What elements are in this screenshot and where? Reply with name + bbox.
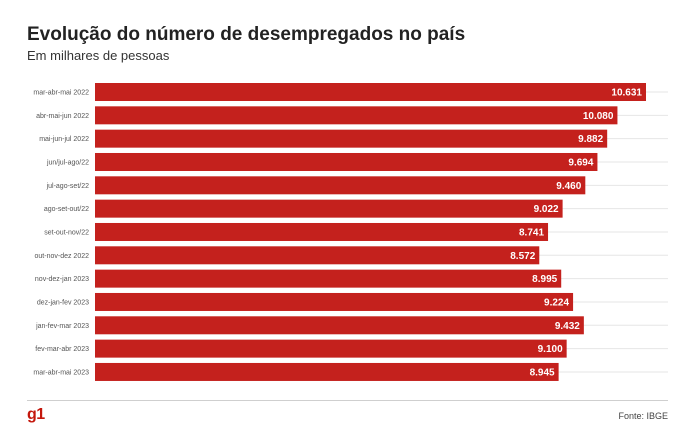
value-label: 9.460	[556, 181, 581, 192]
bar	[95, 362, 559, 381]
value-label: 9.694	[568, 157, 593, 168]
bar-chart: mar-abr-mai 2022 10.631 abr-mai-jun 2022 10…	[33, 83, 668, 381]
bar	[95, 292, 574, 311]
category-label: jun/jul-ago/22	[46, 159, 89, 166]
bar	[95, 269, 562, 288]
category-label: mar-abr-mai 2023	[33, 369, 89, 376]
category-label: jul-ago-set/22	[46, 183, 90, 190]
bar	[95, 199, 563, 218]
footer-divider	[27, 400, 668, 401]
value-label: 9.022	[534, 204, 559, 215]
bar	[95, 106, 618, 125]
category-label: mar-abr-mai 2022	[33, 90, 89, 97]
category-label: abr-mai-jun 2022	[36, 113, 89, 120]
value-label: 9.100	[538, 344, 563, 355]
category-label: fev-mar-abr 2023	[35, 346, 89, 353]
category-label: dez-jan-fev 2023	[37, 299, 89, 306]
value-label: 8.572	[510, 251, 535, 262]
category-label: set-out-nov/22	[44, 229, 89, 236]
bar	[95, 316, 584, 335]
bar	[95, 222, 549, 241]
category-label: out-nov-dez 2022	[35, 253, 90, 260]
value-label: 9.882	[578, 134, 603, 145]
value-label: 10.631	[611, 88, 642, 99]
bar	[95, 83, 646, 101]
value-label: 8.995	[532, 274, 557, 285]
bar	[95, 176, 586, 195]
bar	[95, 339, 567, 358]
category-label: mai-jun-jul 2022	[39, 136, 89, 143]
bar	[95, 246, 540, 265]
bar	[95, 152, 598, 171]
chart-title: Evolução do número de desempregados no p…	[27, 24, 466, 45]
category-label: jan-fev-mar 2023	[35, 323, 89, 330]
g1-logo: g1	[27, 406, 45, 423]
value-label: 9.224	[544, 297, 569, 308]
value-label: 9.432	[555, 321, 580, 332]
value-label: 8.741	[519, 227, 544, 238]
chart-subtitle: Em milhares de pessoas	[27, 48, 170, 63]
bar	[95, 129, 608, 148]
category-label: ago-set-out/22	[44, 206, 89, 213]
value-label: 8.945	[530, 367, 555, 378]
source-note: Fonte: IBGE	[618, 411, 668, 421]
value-label: 10.080	[583, 111, 614, 122]
category-label: nov-dez-jan 2023	[35, 276, 89, 283]
